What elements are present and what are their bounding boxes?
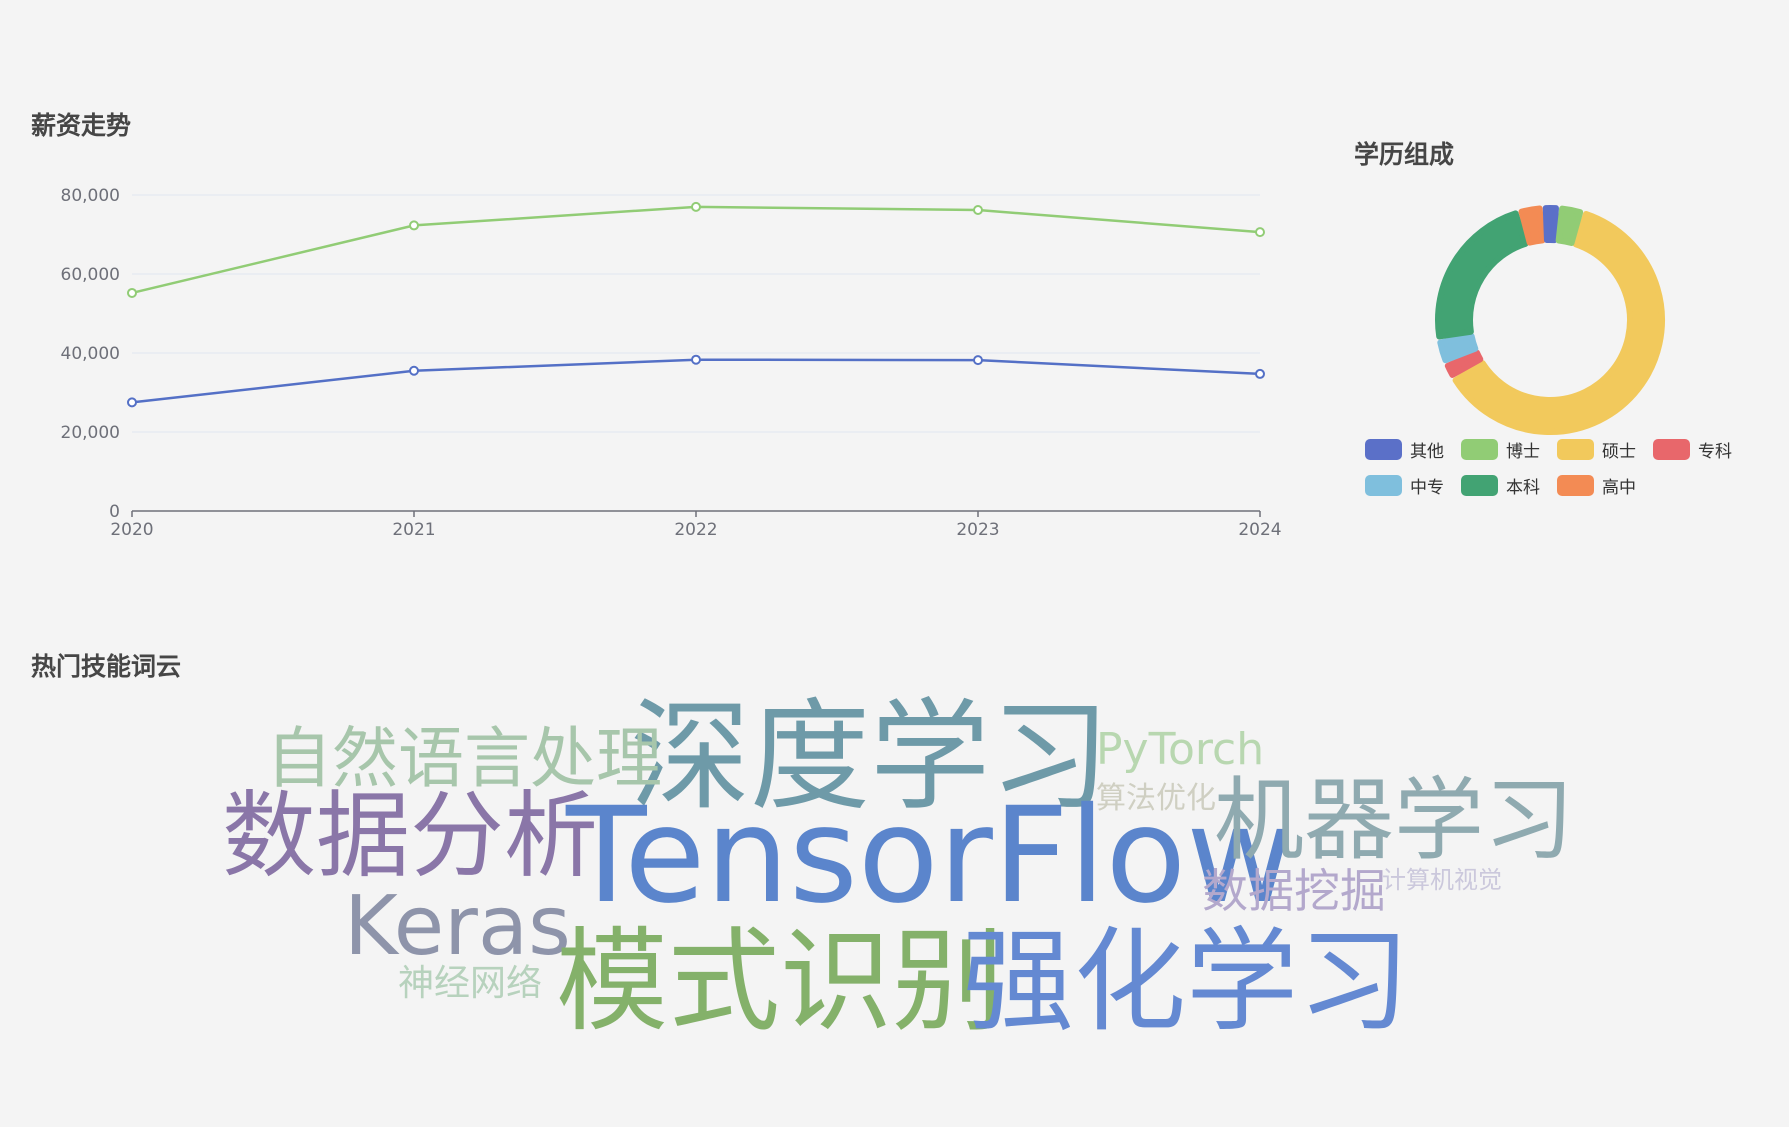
word-cloud-word: 算法优化: [1096, 781, 1216, 816]
y-tick-label: 80,000: [61, 186, 120, 206]
y-tick-label: 0: [109, 502, 120, 522]
word-cloud-word: 自然语言处理: [266, 720, 662, 797]
education-chart-title: 学历组成: [1354, 140, 1455, 169]
series-0-point: [409, 365, 419, 376]
word-cloud-word: 深度学习: [630, 688, 1110, 827]
legend-swatch: [1365, 474, 1402, 496]
legend-label: 中专: [1410, 477, 1444, 498]
word-cloud-word: 机器学习: [1214, 768, 1574, 873]
word-cloud-word: 神经网络: [398, 963, 543, 1004]
donut-slice: [1518, 205, 1546, 246]
legend-item[interactable]: 中专: [1365, 474, 1444, 498]
legend-swatch: [1653, 438, 1690, 460]
education-donut-chart: [1435, 205, 1665, 435]
legend-item[interactable]: 博士: [1461, 438, 1540, 462]
series-0-point: [691, 354, 701, 365]
skills-cloud-title: 热门技能词云: [31, 652, 182, 681]
series-0-point: [127, 397, 137, 408]
y-tick-label: 40,000: [61, 344, 120, 364]
series-line-1: [131, 205, 1261, 295]
word-cloud-word: PyTorch: [1096, 724, 1265, 775]
series-0-point: [1255, 368, 1265, 379]
series-1-point: [1255, 227, 1265, 238]
y-tick-label: 60,000: [61, 265, 120, 285]
word-cloud-word: 计算机视觉: [1382, 866, 1502, 894]
legend-label: 博士: [1506, 441, 1540, 462]
salary-line-chart: 0 20,000 40,000 60,000 80,000 2020 2021 2022 202…: [61, 186, 1282, 540]
word-cloud-word: TensorFlow: [566, 779, 1295, 933]
x-tick-label: 2024: [1238, 520, 1281, 540]
x-tick-label: 2023: [956, 520, 999, 540]
donut-slice: [1435, 210, 1529, 340]
legend-swatch: [1557, 438, 1594, 460]
series-1-point: [691, 201, 701, 212]
word-cloud-word: Keras: [344, 879, 571, 974]
salary-chart-title: 薪资走势: [31, 111, 132, 140]
series-0-point: [973, 355, 983, 366]
series-1-point: [127, 287, 137, 298]
x-tick-label: 2022: [674, 520, 717, 540]
legend-swatch: [1461, 438, 1498, 460]
legend-item[interactable]: 专科: [1653, 438, 1732, 462]
legend-swatch: [1461, 474, 1498, 496]
donut-slice: [1555, 205, 1584, 246]
legend-label: 专科: [1698, 441, 1732, 462]
word-cloud-word: 模式识别: [556, 917, 1004, 1047]
skills-word-cloud: 深度学习 自然语言处理 PyTorch 数据分析 TensorFlow 机器学习 算法优化数…: [0, 680, 1789, 1080]
legend-item[interactable]: 本科: [1461, 474, 1540, 498]
series-line-0: [131, 358, 1261, 404]
legend-label: 本科: [1506, 477, 1540, 498]
legend-label: 高中: [1602, 477, 1636, 498]
legend-swatch: [1557, 474, 1594, 496]
x-tick-label: 2021: [392, 520, 435, 540]
legend-label: 其他: [1410, 441, 1444, 462]
donut-slice: [1452, 210, 1665, 435]
legend-item[interactable]: 高中: [1557, 474, 1636, 498]
legend-item[interactable]: 硕士: [1557, 438, 1636, 462]
legend-swatch: [1365, 438, 1402, 460]
legend-label: 硕士: [1602, 441, 1636, 462]
series-1-point: [409, 220, 419, 231]
legend-item[interactable]: 其他: [1365, 438, 1444, 462]
word-cloud-word: 强化学习: [962, 917, 1410, 1047]
series-1-point: [973, 205, 983, 216]
word-cloud-word: 数据挖掘: [1202, 864, 1386, 918]
word-cloud-word: 数据分析: [222, 782, 599, 891]
donut-slice: [1444, 349, 1484, 378]
x-tick-label: 2020: [110, 520, 153, 540]
donut-slice: [1437, 333, 1479, 364]
y-tick-label: 20,000: [61, 423, 120, 443]
donut-slice: [1542, 205, 1559, 244]
